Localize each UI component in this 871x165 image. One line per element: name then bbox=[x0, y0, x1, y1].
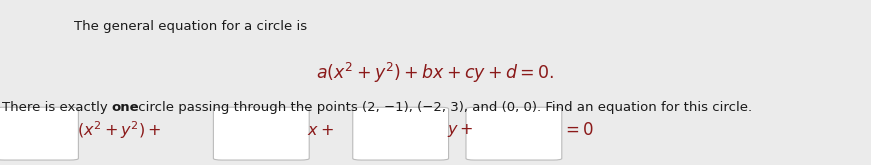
Text: $a(x^2 + y^2) + bx + cy + d = 0.$: $a(x^2 + y^2) + bx + cy + d = 0.$ bbox=[316, 61, 555, 85]
FancyBboxPatch shape bbox=[466, 107, 562, 160]
Text: $y +$: $y +$ bbox=[447, 122, 474, 139]
Text: $x +$: $x +$ bbox=[307, 122, 334, 139]
Text: one: one bbox=[111, 101, 139, 115]
Text: There is exactly: There is exactly bbox=[2, 101, 111, 115]
Text: $= 0$: $= 0$ bbox=[562, 122, 594, 139]
FancyBboxPatch shape bbox=[353, 107, 449, 160]
Text: circle passing through the points (2, −1), (−2, 3), and (0, 0). Find an equation: circle passing through the points (2, −1… bbox=[134, 101, 753, 115]
FancyBboxPatch shape bbox=[0, 107, 78, 160]
Text: $(x^2 + y^2) +$: $(x^2 + y^2) +$ bbox=[77, 119, 161, 141]
Text: The general equation for a circle is: The general equation for a circle is bbox=[74, 20, 307, 33]
FancyBboxPatch shape bbox=[213, 107, 309, 160]
